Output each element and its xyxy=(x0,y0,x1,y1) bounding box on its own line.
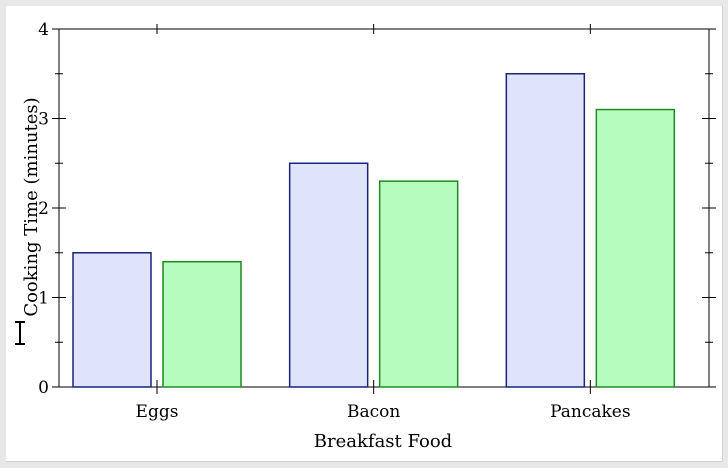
y-tick-label: 0 xyxy=(38,378,49,398)
bar-eggs-series-2 xyxy=(162,260,242,388)
x-tick-label: Eggs xyxy=(136,402,179,422)
y-tick-label: 2 xyxy=(38,199,49,219)
bar-pancakes-series-1 xyxy=(505,73,586,388)
bar-eggs-series-1 xyxy=(72,252,152,388)
x-tick-label: Pancakes xyxy=(550,402,631,422)
bar-bacon-series-2 xyxy=(378,180,459,388)
x-tick-label: Bacon xyxy=(347,402,400,422)
bar-bacon-series-1 xyxy=(288,162,369,388)
y-tick-label: 3 xyxy=(38,110,49,130)
y-tick-label: 4 xyxy=(38,20,49,40)
y-axis-label: Cooking Time (minutes) xyxy=(21,97,42,316)
x-axis-label: Breakfast Food xyxy=(314,431,452,452)
y-tick-label: 1 xyxy=(38,289,49,309)
bars xyxy=(72,73,676,388)
labels: 0 1 2 3 4 Eggs Bacon Pancakes Breakfast Food Cook… xyxy=(21,20,631,452)
i-beam-cursor-icon xyxy=(15,321,25,345)
bar-pancakes-series-2 xyxy=(595,108,676,388)
